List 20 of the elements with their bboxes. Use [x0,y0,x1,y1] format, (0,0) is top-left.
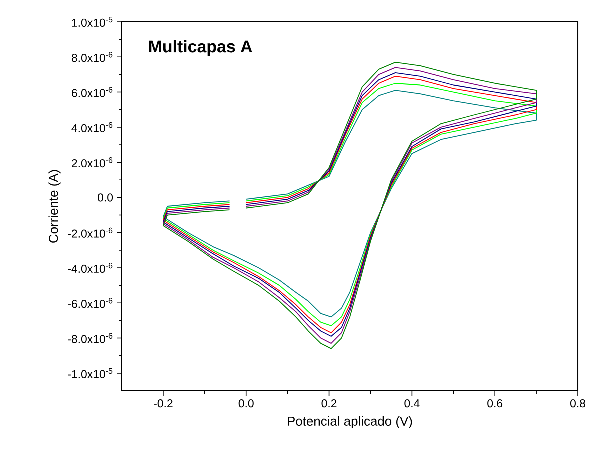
y-tick-label: 2.0x10$^{-6}$ [72,158,113,168]
y-tick-label: -8.0x10$^{-6}$ [68,333,113,344]
x-tick-label: 0.6 [488,400,503,408]
x-tick-label: 0.2 [322,400,337,408]
y-tick-label: 0.0 [98,194,114,202]
y-tick-label: -4.0x10$^{-6}$ [68,262,113,274]
y-tick-label: 4.0x10$^{-6}$ [72,122,113,132]
y-tick-label: -2.0x10$^{-6}$ [68,228,113,238]
y-tick-label: 1.0x10$^{-5}$ [72,17,113,27]
y-axis-title: Corriente (A) [48,170,61,243]
x-tick-label: -0.2 [154,400,173,408]
x-axis-title: Potencial aplicado (V) [288,416,412,429]
x-tick-label: 0.8 [570,400,586,408]
y-tick-label: -1.0x10$^{-5}$ [68,368,113,378]
y-tick-label: 8.0x10$^{-6}$ [72,52,113,62]
x-tick-label: 0.4 [404,400,420,408]
x-tick-label: 0.0 [238,400,254,408]
y-tick-label: 6.0x10$^{-6}$ [72,87,113,98]
y-tick-label: -6.0x10$^{-6}$ [68,298,113,308]
text: Multicapas A [149,40,252,56]
